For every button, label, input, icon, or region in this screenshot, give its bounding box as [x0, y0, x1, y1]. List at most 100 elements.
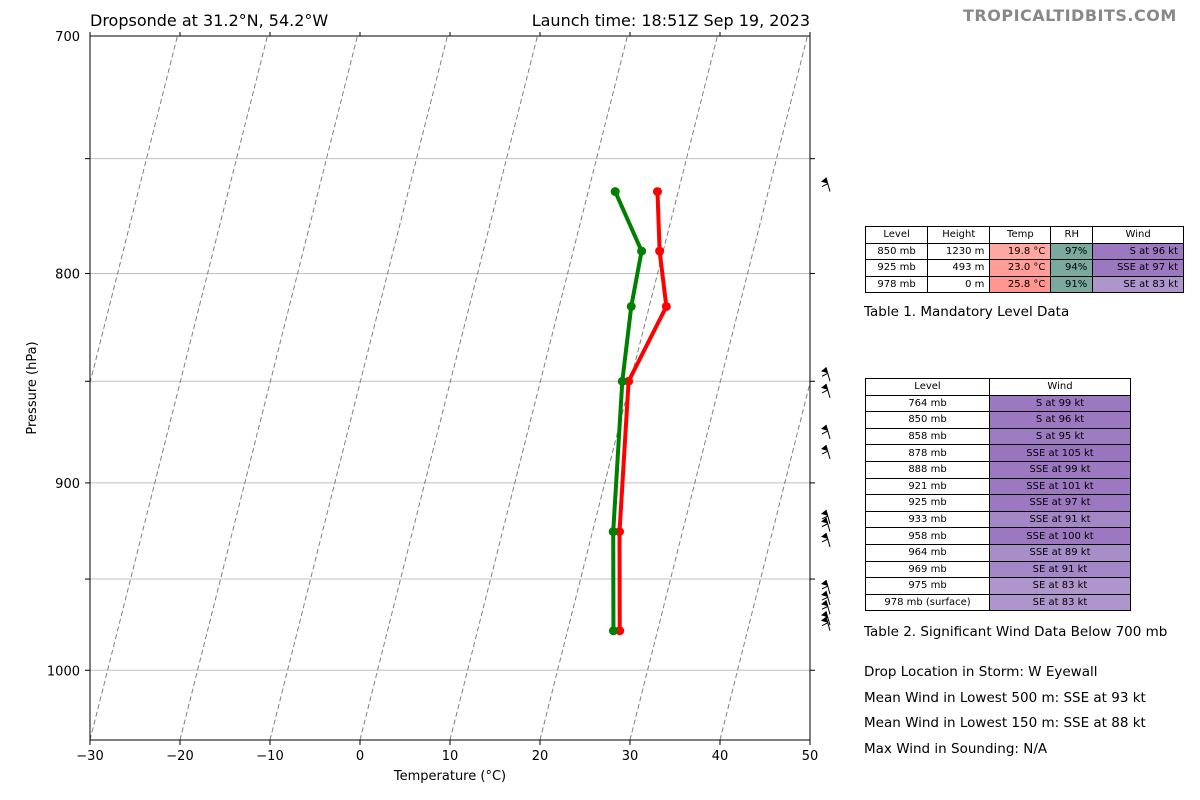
table2-row: 888 mb SSE at 99 kt [865, 460, 1131, 479]
table2-wind: SE at 83 kt [989, 593, 1131, 612]
x-tick-label-50: 50 [802, 749, 819, 764]
series-point-0-5 [615, 626, 625, 636]
table2-level: 921 mb [865, 477, 990, 496]
x-tick-label-30: 30 [622, 749, 639, 764]
table2-level: 933 mb [865, 510, 990, 529]
table2-level: 858 mb [865, 427, 990, 446]
sounding-series [608, 187, 671, 636]
table2-wind: SSE at 97 kt [989, 494, 1131, 512]
table1-rh: 97% [1050, 242, 1094, 261]
info-line: Mean Wind in Lowest 500 m: SSE at 93 kt [864, 689, 1146, 706]
table2-wind: SSE at 105 kt [989, 444, 1131, 462]
table2-row: 969 mb SE at 91 kt [865, 560, 1131, 579]
wind-barb-850 [821, 367, 831, 382]
table1-height: 0 m [927, 275, 991, 294]
table1-header-0: Level [864, 226, 929, 244]
wind-barbs [821, 177, 831, 631]
x-tick-label-0: 0 [356, 749, 364, 764]
y-tick-label-800: 800 [55, 267, 80, 282]
table1-level: 978 mb [864, 275, 929, 294]
series-point-0-1 [655, 246, 665, 256]
table2-level: 764 mb [865, 394, 990, 413]
table1-caption: Table 1. Mandatory Level Data [864, 304, 1070, 320]
table1-level: 850 mb [864, 242, 929, 261]
wind-barb-933 [821, 532, 831, 548]
table2-wind: SSE at 101 kt [989, 477, 1131, 496]
table1-rh: 94% [1050, 259, 1094, 277]
wind-barb-858 [821, 383, 831, 399]
series-line-0 [617, 191, 669, 631]
isotherm-40 [719, 380, 810, 740]
title-left: Dropsonde at 31.2°N, 54.2°W [90, 11, 329, 30]
table2-row: 925 mb SSE at 97 kt [865, 494, 1131, 512]
series-point-0-0 [653, 187, 663, 197]
table2-wind: S at 99 kt [989, 394, 1131, 413]
gridlines [90, 158, 810, 671]
table1-row: 978 mb 0 m 25.8 °C 91% SE at 83 kt [864, 275, 1184, 294]
table2-wind: SE at 83 kt [989, 577, 1131, 595]
table1-wind: SE at 83 kt [1092, 275, 1184, 294]
wind-barb-921 [821, 509, 831, 525]
series-point-0-4 [615, 527, 625, 537]
wind-barb-888 [821, 444, 831, 460]
table2-level: 958 mb [865, 527, 990, 545]
table2-header-0: Level [865, 378, 990, 396]
x-tick-label--20: −20 [166, 749, 193, 764]
isotherm--10 [269, 36, 448, 740]
table2-wind: SSE at 100 kt [989, 527, 1131, 545]
x-tick-label--10: −10 [256, 749, 283, 764]
table1-header-1: Height [927, 226, 991, 244]
skewed-isotherms [90, 36, 810, 740]
series-point-1-3 [617, 376, 627, 386]
table1-row: 850 mb 1230 m 19.8 °C 97% S at 96 kt [864, 242, 1184, 261]
info-line: Mean Wind in Lowest 150 m: SSE at 88 kt [864, 715, 1146, 731]
x-tick-label--30: −30 [76, 749, 103, 764]
brand-logo: TROPICALTIDBITS.COM [963, 6, 1177, 25]
isotherm--30 [90, 36, 268, 740]
axis-ticks: −30 −20 −10 0 10 20 30 40 50 700 800 900 1000 [47, 30, 818, 764]
table1-header-2: Temp [989, 226, 1052, 244]
table2-row: 964 mb SSE at 89 kt [865, 543, 1131, 562]
table2-wind: SE at 91 kt [989, 560, 1131, 579]
y-axis-label: Pressure (hPa) [25, 341, 40, 434]
table2-level: 975 mb [865, 577, 990, 595]
significant-wind-table: Level Wind 764 mb S at 99 kt 850 mb S at 96 … [865, 378, 1131, 612]
series-point-1-0 [610, 187, 620, 197]
table2-row: 850 mb S at 96 kt [865, 411, 1131, 429]
table1-temp: 23.0 °C [989, 259, 1052, 277]
y-tick-label-900: 900 [55, 477, 80, 492]
table2-row: 878 mb SSE at 105 kt [865, 444, 1131, 462]
table1-height: 493 m [927, 259, 991, 277]
table2-level: 969 mb [865, 560, 990, 579]
table2-wind: S at 96 kt [989, 411, 1131, 429]
x-axis-label: Temperature (°C) [393, 769, 506, 784]
table2-header-1: Wind [989, 378, 1131, 396]
series-point-0-3 [624, 376, 634, 386]
y-tick-label-700: 700 [55, 30, 80, 45]
mandatory-level-table: Level Height Temp RH Wind 850 mb 1230 m 19.8 °… [864, 226, 1184, 294]
table1-temp: 19.8 °C [989, 242, 1052, 261]
table2-row: 975 mb SE at 83 kt [865, 577, 1131, 595]
series-point-1-4 [608, 527, 618, 537]
x-tick-label-10: 10 [442, 749, 459, 764]
wind-barb-964 [821, 590, 831, 606]
table1-temp: 25.8 °C [989, 275, 1052, 294]
y-tick-label-1000: 1000 [47, 664, 80, 679]
table1-rh: 91% [1050, 275, 1094, 294]
table1-header-4: Wind [1092, 226, 1184, 244]
isotherm-30 [629, 36, 808, 740]
table2-row: 978 mb (surface) SE at 83 kt [865, 593, 1131, 612]
info-line: Drop Location in Storm: W Eyewall [864, 664, 1098, 680]
table1-height: 1230 m [927, 242, 991, 261]
isotherm-0 [359, 36, 538, 740]
table2-row: 921 mb SSE at 101 kt [865, 477, 1131, 496]
table1-row: 925 mb 493 m 23.0 °C 94% SSE at 97 kt [864, 259, 1184, 277]
wind-barb-925 [821, 517, 831, 532]
wind-barb-969 [821, 600, 831, 615]
info-line: Max Wind in Sounding: N/A [864, 740, 1048, 757]
wind-barb-764 [821, 177, 831, 192]
series-point-0-2 [661, 301, 671, 311]
table2-row: 858 mb S at 95 kt [865, 427, 1131, 446]
table2-level: 978 mb (surface) [865, 593, 990, 612]
